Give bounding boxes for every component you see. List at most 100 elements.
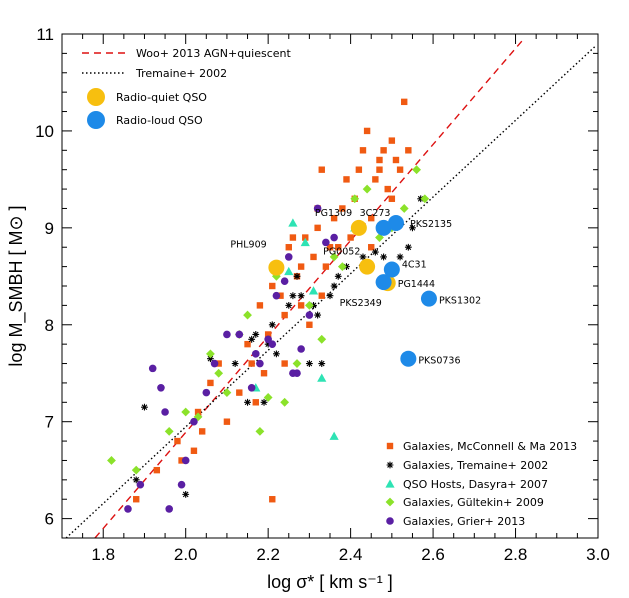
qso-label: PKS2135 (410, 219, 452, 230)
circle-point (272, 291, 281, 300)
circle-point (313, 204, 322, 213)
radio-loud-qso-point (375, 274, 392, 291)
qso-label: PG0052 (323, 247, 360, 258)
legend-square-marker (386, 442, 394, 450)
x-tick-label: 2.0 (174, 545, 198, 564)
diamond-point (292, 359, 302, 368)
circle-point (210, 359, 219, 368)
square-point (198, 428, 206, 435)
circle-point (235, 330, 244, 339)
legend-top-label: Woo+ 2013 AGN+quiescent (136, 47, 291, 60)
square-point (306, 321, 313, 328)
y-tick-label: 6 (45, 510, 54, 529)
circle-point (136, 480, 145, 489)
circle-point (165, 505, 173, 513)
asterisk-point (273, 350, 280, 358)
square-point (297, 263, 305, 270)
circle-point (181, 456, 190, 465)
qso-label: 4C31 (402, 260, 427, 271)
y-tick-label: 11 (36, 25, 54, 44)
asterisk-point (334, 272, 342, 280)
legend-asterisk-marker (386, 461, 394, 469)
square-point (339, 205, 346, 212)
square-point (392, 156, 400, 164)
circle-point (256, 359, 264, 368)
square-point (347, 234, 354, 241)
square-point (363, 127, 371, 135)
square-point (244, 340, 251, 348)
square-point (359, 147, 367, 154)
radio-quiet-qso-point (268, 259, 285, 276)
circle-point (322, 238, 330, 247)
legend-bottom-label: QSO Hosts, Dasyra+ 2007 (403, 478, 548, 491)
diamond-point (362, 184, 372, 194)
asterisk-point (297, 292, 305, 300)
diamond-point (329, 252, 339, 262)
square-point (190, 447, 198, 454)
asterisk-point (404, 243, 412, 251)
circle-point (157, 383, 165, 392)
diamond-point (243, 310, 252, 320)
square-point (194, 408, 202, 416)
square-point (314, 224, 321, 232)
legend-top: Woo+ 2013 AGN+quiescent Tremaine+ 2002 Rad… (82, 47, 291, 129)
square-point (133, 496, 140, 503)
square-point (236, 389, 243, 396)
circle-point (280, 277, 289, 285)
qso-points: PHL909 PG1309 PG0052 PG1444 3C273 PKS2135 4C31… (230, 208, 481, 367)
asterisk-point (252, 331, 260, 338)
asterisk-point (409, 224, 416, 232)
circle-point (284, 253, 293, 261)
triangle-point (300, 237, 310, 247)
asterisk-point (318, 360, 326, 367)
asterisk-point (289, 292, 297, 300)
qso-label: PG1309 (315, 208, 352, 219)
legend-big-circle (87, 88, 105, 106)
legend-bottom-label: Galaxies, Gültekin+ 2009 (403, 496, 544, 509)
x-tick-label: 2.6 (421, 545, 445, 564)
square-point (405, 147, 412, 154)
x-axis-title: log σ* [ km s⁻¹ ] (267, 572, 393, 592)
diamond-point (214, 368, 224, 378)
square-point (384, 185, 391, 193)
y-tick-label: 9 (45, 219, 54, 238)
asterisk-point (207, 355, 214, 363)
circle-point (251, 350, 260, 358)
square-point (289, 234, 297, 241)
y-tick-label: 7 (45, 413, 54, 432)
qso-label: PHL909 (230, 240, 266, 251)
diamond-point (350, 194, 360, 204)
square-point (318, 292, 325, 299)
asterisk-point (285, 301, 293, 309)
square-point (376, 156, 383, 164)
diamond-point (420, 194, 430, 204)
asterisk-point (268, 321, 276, 329)
diamond-point (280, 397, 290, 407)
radio-loud-qso-point (400, 350, 417, 367)
qso-label: PKS0736 (418, 356, 460, 367)
plot-border (61, 33, 599, 539)
asterisk-point (396, 253, 404, 261)
asterisk-point (314, 311, 322, 319)
circle-point (148, 364, 157, 373)
square-point (396, 166, 404, 173)
diamond-point (263, 393, 273, 402)
square-point (368, 214, 375, 222)
asterisk-point (231, 360, 239, 367)
plot-frame (61, 33, 599, 539)
x-tick-label: 1.8 (91, 545, 115, 564)
woo-2013-fit-line (94, 38, 525, 538)
circle-point (202, 388, 211, 397)
asterisk-point (248, 335, 256, 343)
radio-loud-qso-point (375, 219, 392, 236)
diamond-point (337, 262, 347, 272)
square-point (343, 176, 350, 183)
diamond-point (164, 426, 174, 436)
square-point (174, 437, 181, 445)
square-point (372, 176, 379, 183)
square-point (388, 195, 396, 202)
asterisk-point (244, 398, 251, 406)
diamond-point (317, 334, 327, 344)
legend-top-label: Radio-quiet QSO (116, 91, 207, 104)
triangle-point (329, 431, 339, 440)
